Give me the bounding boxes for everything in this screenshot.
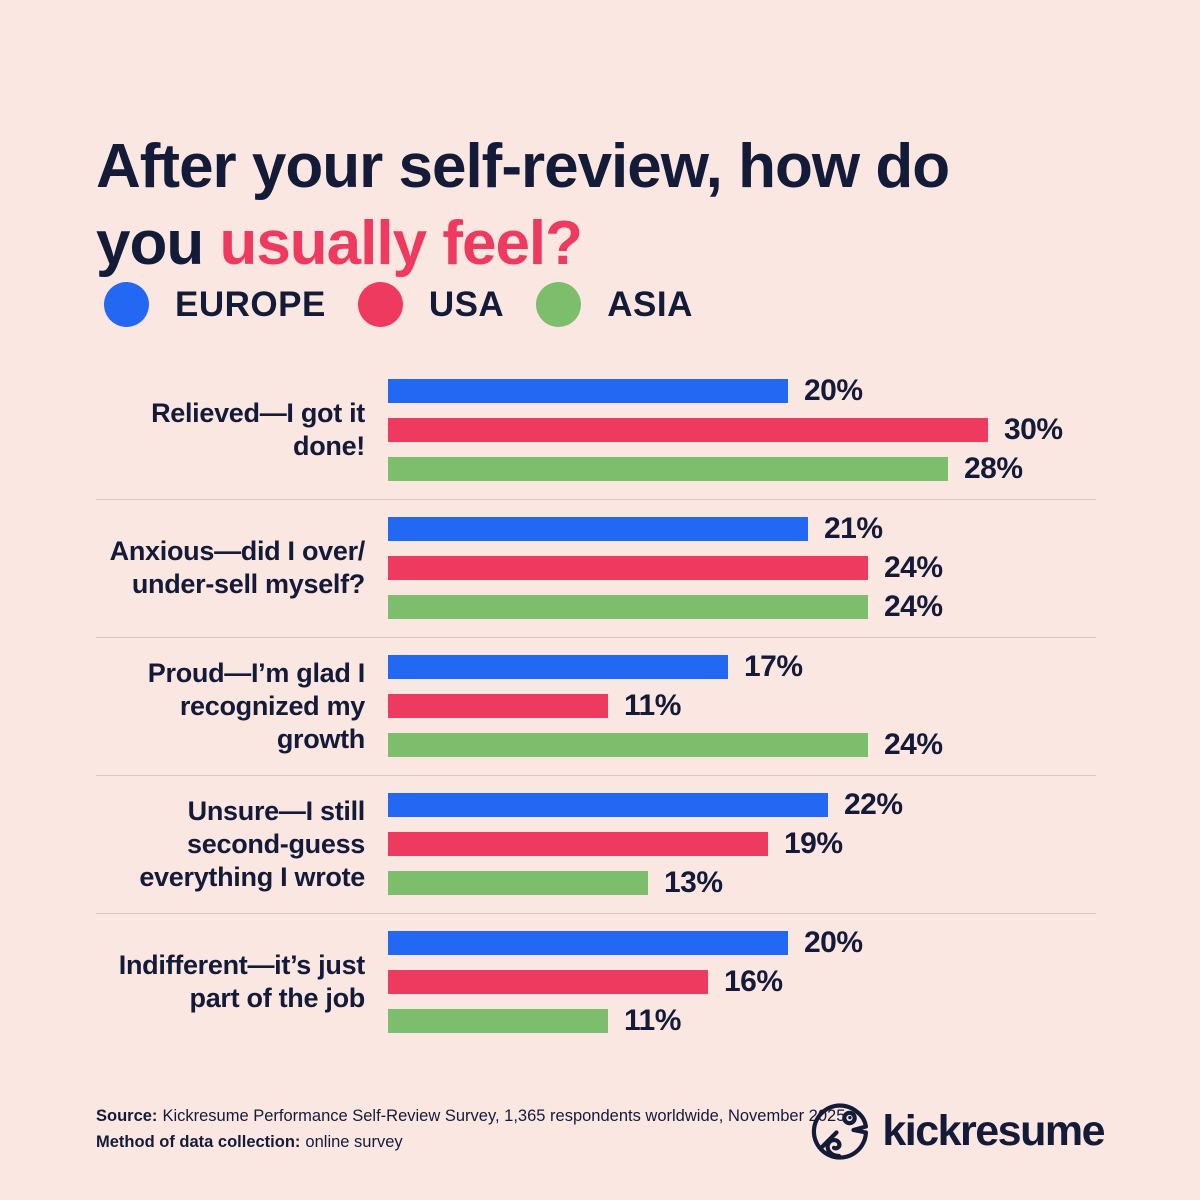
legend: EUROPE USA ASIA <box>104 282 693 327</box>
method-text: online survey <box>305 1133 403 1151</box>
bar-usa <box>388 694 608 718</box>
bar-row: 16% <box>388 965 863 998</box>
usa-swatch-icon <box>357 282 403 327</box>
legend-item-asia: ASIA <box>536 282 693 327</box>
category-group: Unsure—I still second-guess everything I w… <box>96 776 1096 914</box>
legend-item-usa: USA <box>357 282 505 327</box>
bar-value-label: 28% <box>964 452 1023 485</box>
bar-row: 30% <box>388 413 1063 446</box>
kickresume-logo: kickresume <box>808 1099 1105 1163</box>
bar-value-label: 24% <box>884 551 943 584</box>
europe-swatch-icon <box>104 282 149 327</box>
page-title: After your self-review, how do you usual… <box>96 128 950 282</box>
bar-usa <box>388 556 868 580</box>
legend-label-europe: EUROPE <box>175 284 326 324</box>
bar-usa <box>388 832 768 856</box>
category-group: Relieved—I got it done! 20% 30% 28% <box>96 362 1096 500</box>
bar-row: 17% <box>388 650 943 683</box>
bar-chart: Relieved—I got it done! 20% 30% 28% Anxious—d… <box>96 362 1096 1051</box>
bar-value-label: 11% <box>624 1004 681 1037</box>
bar-row: 19% <box>388 827 903 860</box>
title-line-2-accent: usually feel? <box>219 208 583 278</box>
bar-value-label: 20% <box>804 926 863 959</box>
source-text: Kickresume Performance Self-Review Surve… <box>162 1107 846 1125</box>
bar-asia <box>388 733 868 757</box>
bar-row: 24% <box>388 590 943 623</box>
bar-usa <box>388 418 988 442</box>
legend-item-europe: EUROPE <box>104 282 326 327</box>
legend-label-asia: ASIA <box>607 284 693 324</box>
bar-asia <box>388 1009 608 1033</box>
bar-row: 22% <box>388 788 903 821</box>
bar-value-label: 30% <box>1004 413 1063 446</box>
method-label: Method of data collection: <box>96 1133 301 1151</box>
title-line-2-plain: you <box>96 208 220 278</box>
bar-value-label: 13% <box>664 866 723 899</box>
bar-group: 20% 16% 11% <box>388 926 863 1037</box>
source-label: Source: <box>96 1107 158 1125</box>
bar-europe <box>388 379 788 403</box>
bar-asia <box>388 457 948 481</box>
bar-row: 24% <box>388 728 943 761</box>
bar-value-label: 19% <box>784 827 843 860</box>
bar-value-label: 21% <box>824 512 883 545</box>
kickresume-wordmark: kickresume <box>882 1106 1105 1155</box>
category-label: Relieved—I got it done! <box>151 398 365 461</box>
category-label: Anxious—did I over/under-sell myself? <box>109 536 366 599</box>
bar-group: 20% 30% 28% <box>388 374 1063 485</box>
category-group: Anxious—did I over/under-sell myself? 21%… <box>96 500 1096 638</box>
legend-label-usa: USA <box>428 284 505 324</box>
bar-row: 13% <box>388 866 903 899</box>
bar-value-label: 16% <box>724 965 783 998</box>
footer-notes: Source: Kickresume Performance Self-Revie… <box>96 1103 845 1155</box>
source-line: Source: Kickresume Performance Self-Revie… <box>96 1103 845 1129</box>
bar-row: 24% <box>388 551 943 584</box>
bar-value-label: 22% <box>844 788 903 821</box>
bar-group: 22% 19% 13% <box>388 788 903 899</box>
bar-row: 21% <box>388 512 943 545</box>
bar-europe <box>388 517 808 541</box>
bar-row: 28% <box>388 452 1063 485</box>
bar-row: 20% <box>388 926 863 959</box>
bar-value-label: 20% <box>804 374 863 407</box>
bar-row: 11% <box>388 1004 863 1037</box>
bar-usa <box>388 970 708 994</box>
bar-group: 21% 24% 24% <box>388 512 943 623</box>
bar-europe <box>388 793 828 817</box>
category-label: Indifferent—it’s just part of the job <box>118 950 366 1013</box>
bar-value-label: 11% <box>624 689 681 722</box>
category-label: Unsure—I still second-guess everything I w… <box>139 795 365 892</box>
bar-europe <box>388 655 728 679</box>
bar-row: 11% <box>388 689 943 722</box>
bar-asia <box>388 871 648 895</box>
bar-value-label: 17% <box>744 650 803 683</box>
asia-swatch-icon <box>536 282 582 327</box>
bar-group: 17% 11% 24% <box>388 650 943 761</box>
bar-value-label: 24% <box>884 590 943 623</box>
category-group: Indifferent—it’s just part of the job 20% 1… <box>96 914 1096 1051</box>
bar-europe <box>388 931 788 955</box>
chameleon-icon <box>808 1099 872 1163</box>
method-line: Method of data collection: online survey <box>96 1129 845 1155</box>
title-line-1: After your self-review, how do <box>96 131 950 201</box>
bar-row: 20% <box>388 374 1063 407</box>
bar-asia <box>388 595 868 619</box>
bar-value-label: 24% <box>884 728 943 761</box>
